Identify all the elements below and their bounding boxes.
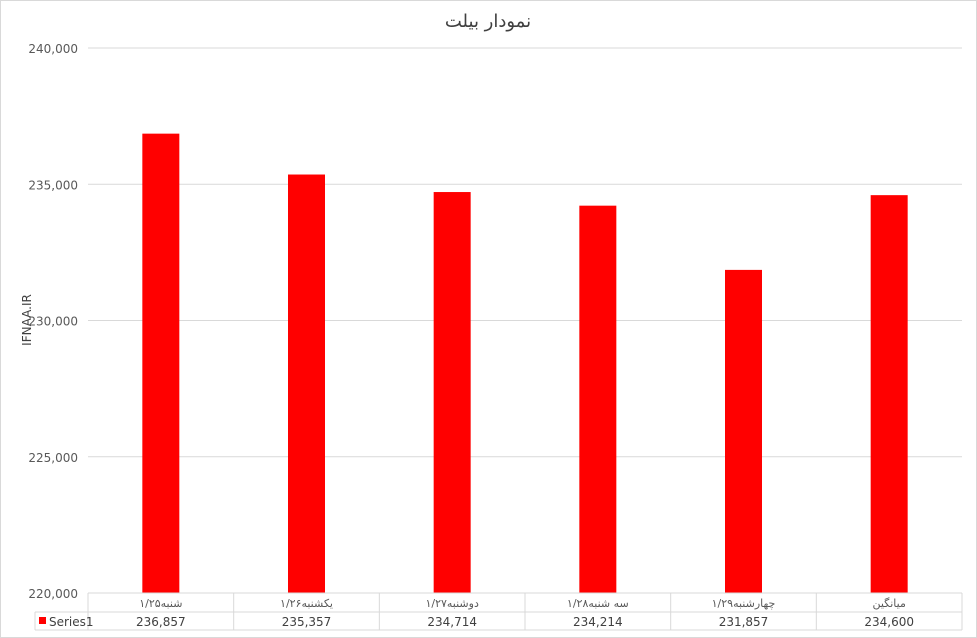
chart-title: نمودار بیلت: [445, 11, 531, 32]
bar: [433, 192, 471, 593]
y-tick-label: 240,000: [28, 42, 78, 56]
x-category-label: یکشنبه۱/۲۶: [280, 597, 333, 610]
legend-key: [39, 617, 46, 624]
y-tick-label: 220,000: [28, 587, 78, 601]
data-label: 236,857: [136, 615, 186, 629]
x-category-label: شنبه۱/۲۵: [139, 597, 182, 610]
data-label: 235,357: [282, 615, 332, 629]
bar: [725, 269, 762, 593]
y-tick-label: 225,000: [28, 451, 78, 465]
data-label: 231,857: [719, 615, 769, 629]
y-axis-title: IFNAA.IR: [20, 294, 34, 346]
legend-label: Series1: [49, 615, 94, 629]
bar: [288, 174, 325, 594]
data-label: 234,214: [573, 615, 623, 629]
data-label: 234,600: [864, 615, 914, 629]
x-category-label: چهارشنبه۱/۲۹: [712, 597, 776, 610]
y-tick-label: 235,000: [28, 178, 78, 192]
x-category-label: سه شنبه۱/۲۸: [567, 597, 629, 610]
bar: [870, 195, 908, 593]
bar: [579, 205, 617, 593]
x-category-label: دوشنبه۱/۲۷: [425, 597, 479, 610]
x-category-label: میانگین: [872, 597, 906, 610]
data-label: 234,714: [427, 615, 477, 629]
y-tick-label: 230,000: [28, 315, 78, 329]
bar: [142, 133, 180, 594]
